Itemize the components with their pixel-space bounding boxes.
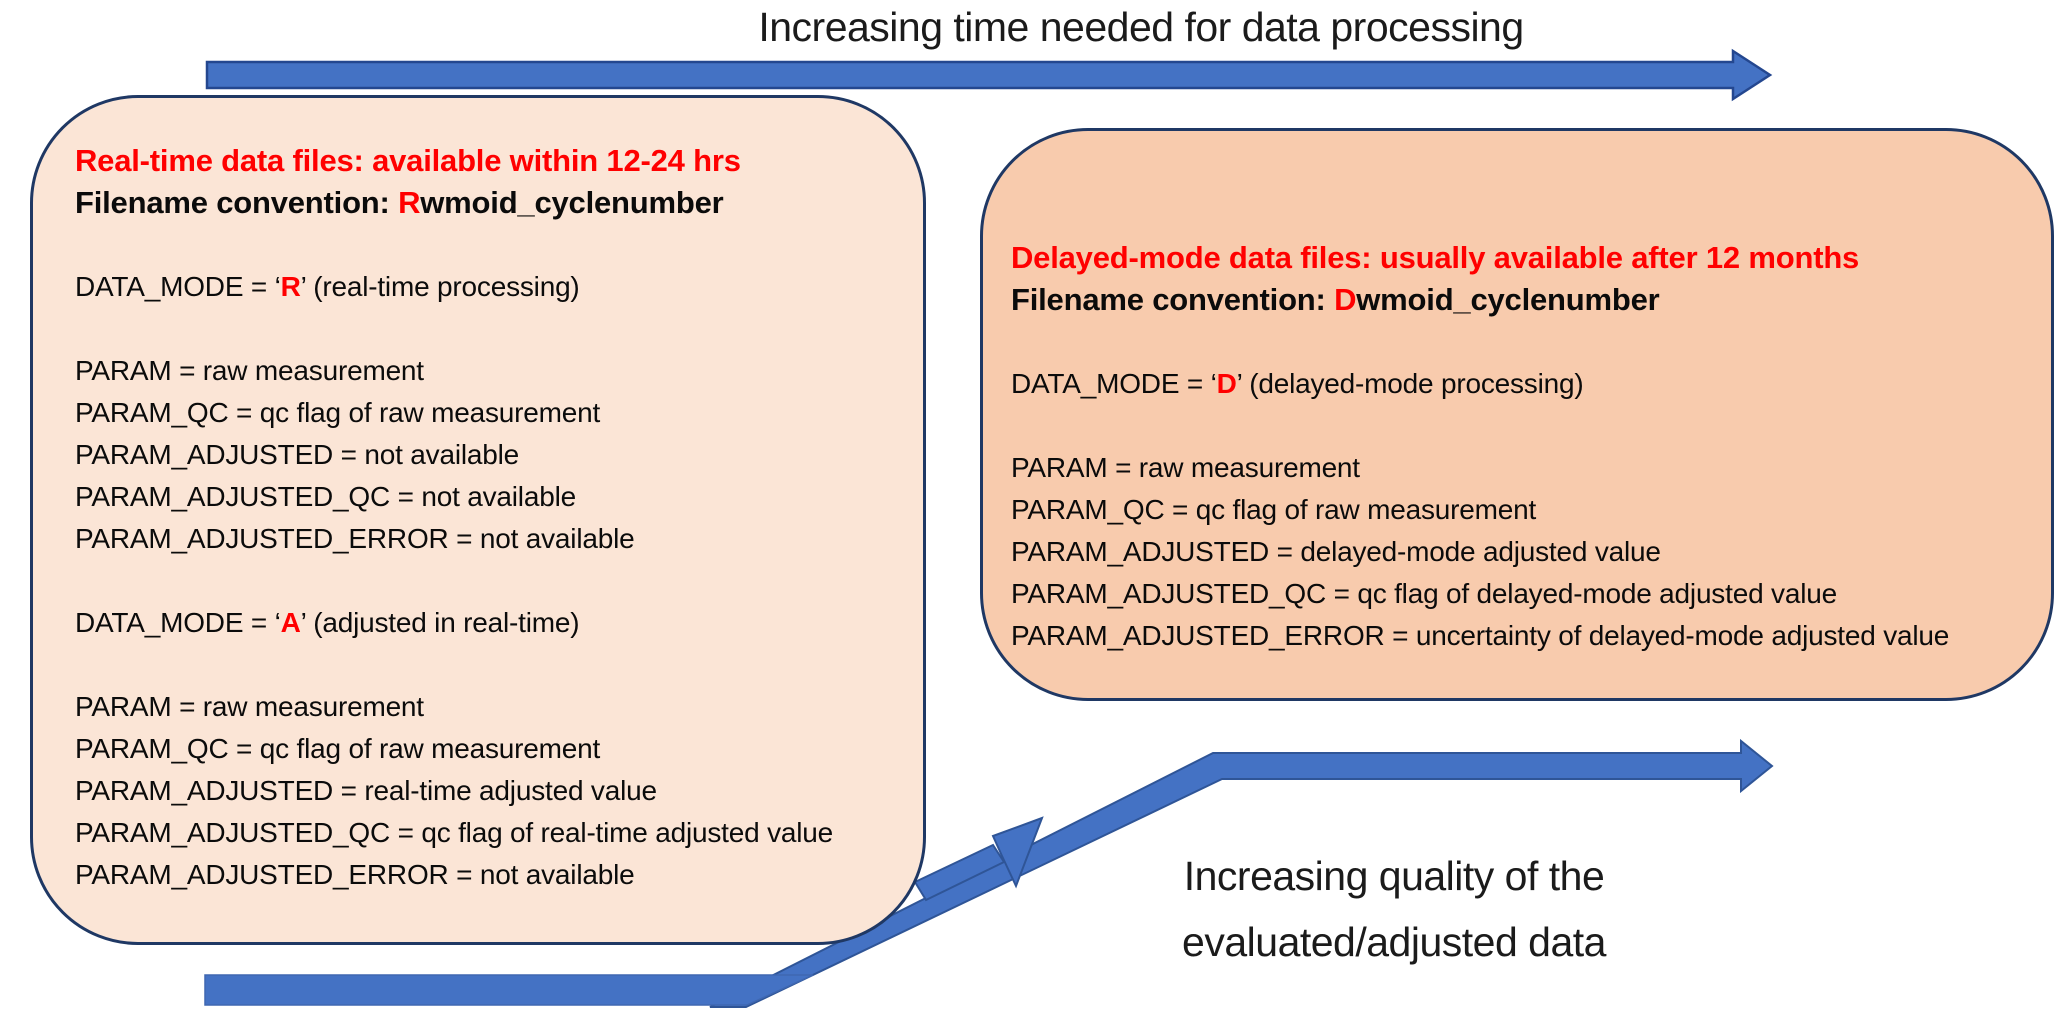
param-line: PARAM_ADJUSTED_QC = qc flag of real-time… <box>75 817 834 848</box>
spacer <box>1011 321 2031 363</box>
param-line: PARAM_QC = qc flag of raw measurement <box>75 397 601 428</box>
data-mode-r-line: DATA_MODE = ‘R’ (real-time processing) <box>75 266 895 308</box>
delayed-box-content: Delayed-mode data files: usually availab… <box>1011 237 2031 657</box>
delayed-mode-data-box: Delayed-mode data files: usually availab… <box>980 128 2054 701</box>
quality-arrow-tail-bar <box>204 974 814 1006</box>
data-mode-pre: DATA_MODE = ‘ <box>75 607 281 638</box>
param-line: PARAM_QC = qc flag of raw measurement <box>75 733 601 764</box>
delayed-box-title: Delayed-mode data files: usually availab… <box>1011 240 1860 275</box>
filename-highlight-letter: R <box>398 185 421 220</box>
data-mode-pre: DATA_MODE = ‘ <box>1011 368 1217 399</box>
bottom-arrow-caption-line1: Increasing quality of the <box>1183 853 1605 899</box>
spacer <box>75 224 895 266</box>
filename-label: Filename convention: <box>75 185 399 220</box>
spacer <box>75 644 895 686</box>
filename-label: Filename convention: <box>1011 282 1335 317</box>
param-line: PARAM_ADJUSTED_ERROR = uncertainty of de… <box>1011 620 1950 651</box>
data-mode-a-line: DATA_MODE = ‘A’ (adjusted in real-time) <box>75 602 895 644</box>
param-line: PARAM_ADJUSTED_QC = qc flag of delayed-m… <box>1011 578 1837 609</box>
param-line: PARAM_QC = qc flag of raw measurement <box>1011 494 1537 525</box>
param-line: PARAM_ADJUSTED = not available <box>75 439 519 470</box>
param-line: PARAM_ADJUSTED = delayed-mode adjusted v… <box>1011 536 1661 567</box>
delayed-filename-line: Filename convention: Dwmoid_cyclenumber <box>1011 279 2031 321</box>
data-mode-highlight-letter: R <box>280 271 301 302</box>
data-mode-post: ’ (real-time processing) <box>300 271 580 302</box>
small-diagonal-arrow-shaft <box>913 843 1006 902</box>
filename-rest: wmoid_cyclenumber <box>1356 282 1660 317</box>
param-line: PARAM_ADJUSTED_ERROR = not available <box>75 859 635 890</box>
filename-rest: wmoid_cyclenumber <box>420 185 724 220</box>
quality-bent-arrow-icon <box>709 738 1774 1008</box>
realtime-filename-line: Filename convention: Rwmoid_cyclenumber <box>75 182 895 224</box>
param-line: PARAM = raw measurement <box>1011 452 1360 483</box>
realtime-box-content: Real-time data files: available within 1… <box>75 140 895 896</box>
param-line: PARAM = raw measurement <box>75 355 424 386</box>
data-mode-pre: DATA_MODE = ‘ <box>75 271 281 302</box>
data-mode-post: ’ (delayed-mode processing) <box>1236 368 1584 399</box>
data-mode-highlight-letter: A <box>280 607 301 638</box>
spacer <box>1011 405 2031 447</box>
spacer <box>75 560 895 602</box>
data-mode-post: ’ (adjusted in real-time) <box>300 607 580 638</box>
param-line: PARAM_ADJUSTED_QC = not available <box>75 481 576 512</box>
spacer <box>75 308 895 350</box>
bottom-arrow-caption: Increasing quality of the evaluated/adju… <box>1044 843 1744 975</box>
bottom-arrow-caption-line2: evaluated/adjusted data <box>1182 919 1606 965</box>
param-line: PARAM_ADJUSTED = real-time adjusted valu… <box>75 775 657 806</box>
filename-highlight-letter: D <box>1334 282 1357 317</box>
realtime-box-title: Real-time data files: available within 1… <box>75 143 741 178</box>
param-line: PARAM = raw measurement <box>75 691 424 722</box>
top-arrow-title: Increasing time needed for data processi… <box>758 4 1524 50</box>
small-diagonal-arrowhead-icon <box>991 816 1044 889</box>
time-arrow-icon <box>205 48 1773 102</box>
data-mode-highlight-letter: D <box>1216 368 1237 399</box>
data-mode-d-line: DATA_MODE = ‘D’ (delayed-mode processing… <box>1011 363 2031 405</box>
param-line: PARAM_ADJUSTED_ERROR = not available <box>75 523 635 554</box>
realtime-data-box: Real-time data files: available within 1… <box>30 95 926 945</box>
